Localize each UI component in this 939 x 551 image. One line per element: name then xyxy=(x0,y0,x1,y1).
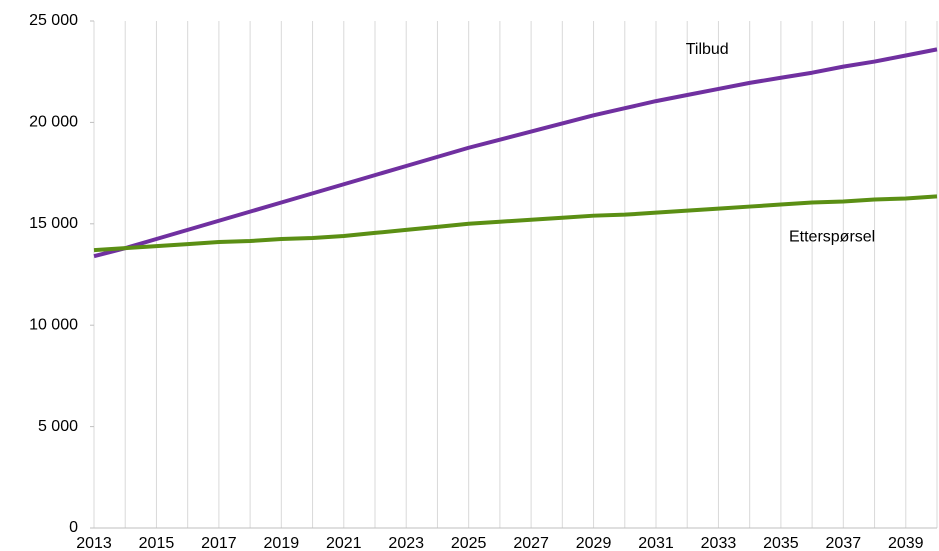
x-tick-label: 2017 xyxy=(201,535,237,551)
series-line xyxy=(93,47,938,259)
x-tick-label: 2021 xyxy=(326,535,362,551)
series-line xyxy=(93,194,938,253)
y-tick-label: 0 xyxy=(69,519,78,536)
series-label: Etterspørsel xyxy=(789,229,875,246)
x-tick-label: 2029 xyxy=(576,535,612,551)
y-tick-label: 10 000 xyxy=(29,316,78,333)
x-tick-label: 2039 xyxy=(888,535,924,551)
y-tick-label: 25 000 xyxy=(29,12,78,29)
series-label: Tilbud xyxy=(686,41,729,58)
x-tick-label: 2019 xyxy=(264,535,300,551)
y-tick-label: 15 000 xyxy=(29,215,78,232)
y-tick-label: 5 000 xyxy=(38,418,78,435)
x-tick-label: 2023 xyxy=(388,535,424,551)
x-tick-label: 2013 xyxy=(76,535,112,551)
x-tick-label: 2031 xyxy=(638,535,674,551)
x-tick-label: 2035 xyxy=(763,535,799,551)
y-tick-label: 20 000 xyxy=(29,114,78,131)
x-tick-label: 2027 xyxy=(513,535,549,551)
x-tick-label: 2015 xyxy=(139,535,175,551)
x-tick-label: 2033 xyxy=(701,535,737,551)
x-tick-label: 2037 xyxy=(826,535,862,551)
x-tick-label: 2025 xyxy=(451,535,487,551)
